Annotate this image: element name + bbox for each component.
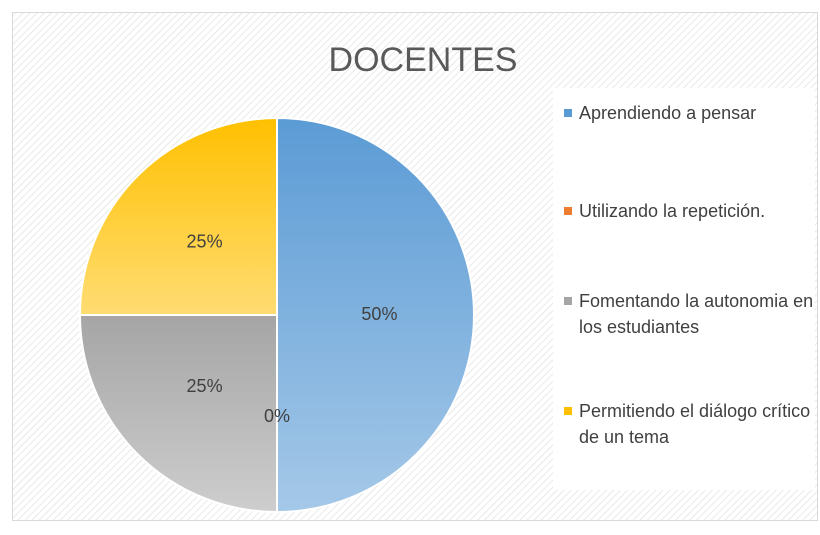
legend-swatch xyxy=(564,297,572,305)
pie-slice xyxy=(78,314,278,514)
legend-entry: Utilizando la repetición. xyxy=(561,198,820,224)
pie-slice xyxy=(78,116,278,316)
data-label: 25% xyxy=(187,376,223,396)
data-label: 0% xyxy=(264,406,290,426)
chart-title: DOCENTES xyxy=(329,41,518,79)
legend-label: Utilizando la repetición. xyxy=(579,201,766,221)
legend-label: Aprendiendo a pensar xyxy=(579,103,757,123)
legend: Aprendiendo a pensar Utilizando la repeti… xyxy=(553,88,815,490)
legend-swatch xyxy=(564,207,572,215)
data-label: 25% xyxy=(187,231,223,251)
legend-swatch xyxy=(564,109,572,117)
legend-entry: Aprendiendo a pensar xyxy=(561,100,820,126)
data-label: 50% xyxy=(361,304,397,324)
legend-swatch xyxy=(564,407,572,415)
legend-entry: Permitiendo el diálogo crítico de un tem… xyxy=(561,398,820,450)
legend-label: Permitiendo el diálogo crítico de un tem… xyxy=(579,401,811,447)
pie-slice xyxy=(276,116,475,514)
legend-label: Fomentando la autonomia en los estudiant… xyxy=(579,291,814,337)
legend-entry: Fomentando la autonomia en los estudiant… xyxy=(561,288,820,340)
